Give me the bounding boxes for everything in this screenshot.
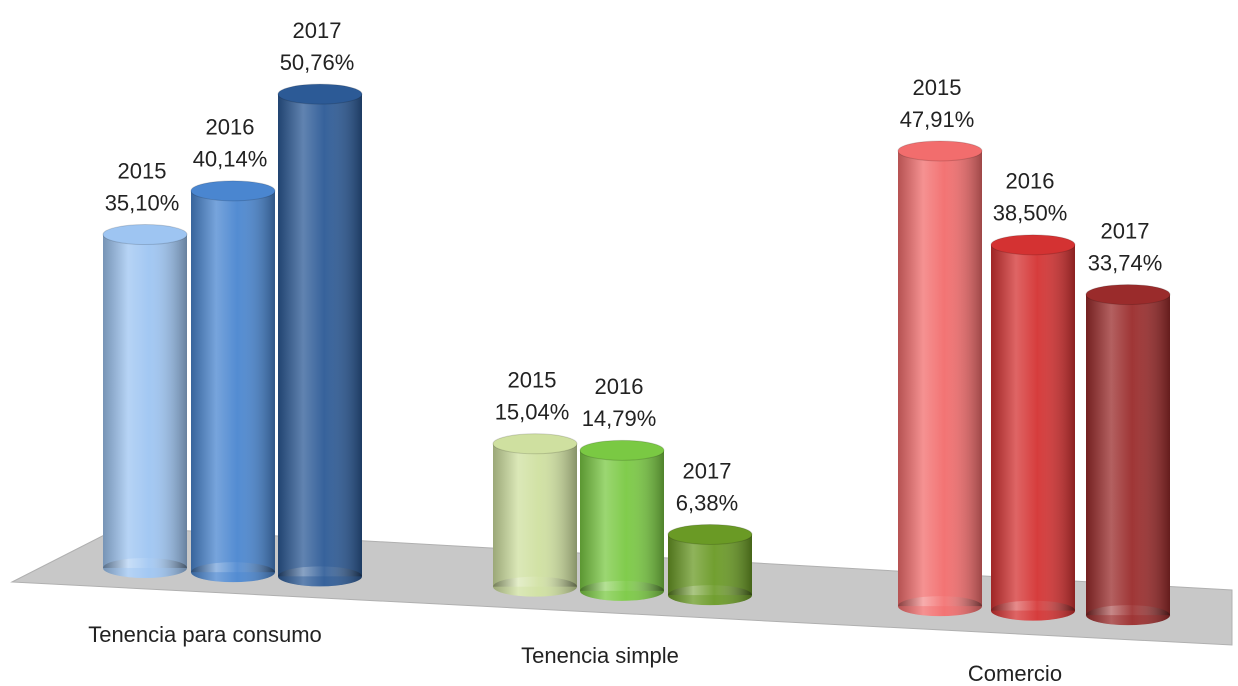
cylinder-bottom-shade: [493, 576, 577, 597]
cylinder-bottom-shade: [991, 600, 1075, 621]
cylinder-shade: [1086, 294, 1170, 616]
cylinder: [897, 140, 983, 617]
cylinder-bottom-shade: [898, 596, 982, 617]
cylinder-bottom-shade: [191, 562, 275, 583]
cylinder-top: [579, 439, 665, 461]
cylinder-shade: [580, 450, 664, 591]
cylinder-shade: [103, 234, 187, 568]
x-tick-label: Tenencia para consumo: [88, 622, 322, 647]
cylinder-shade: [278, 94, 362, 577]
cylinder-shade: [191, 190, 275, 573]
value-label: 14,79%: [582, 406, 657, 431]
cylinder-shade: [991, 244, 1075, 611]
cylinder-bottom-shade: [580, 580, 664, 601]
cylinder-top: [102, 224, 188, 246]
cylinder: [190, 180, 276, 583]
series-label: 2015: [913, 75, 962, 100]
value-label: 47,91%: [900, 107, 975, 132]
series-label: 2017: [293, 18, 342, 43]
cylinder-bottom-shade: [1086, 605, 1170, 626]
cylinder-top: [667, 523, 753, 545]
series-label: 2016: [595, 374, 644, 399]
cylinder-top: [492, 433, 578, 455]
cylinder-bottom-shade: [668, 585, 752, 606]
value-label: 6,38%: [676, 490, 738, 515]
series-label: 2015: [118, 158, 167, 183]
value-label: 38,50%: [993, 201, 1068, 226]
series-label: 2016: [1006, 169, 1055, 194]
x-tick-label: Tenencia simple: [521, 643, 679, 668]
cylinder-shade: [668, 534, 752, 596]
cylinder-top: [1085, 284, 1171, 306]
cylinder: [277, 83, 363, 587]
series-label: 2017: [1101, 218, 1150, 243]
series-label: 2017: [683, 458, 732, 483]
value-label: 40,14%: [193, 147, 268, 172]
cylinder: [579, 439, 665, 601]
cylinder-top: [277, 83, 363, 105]
cylinder: [990, 234, 1076, 621]
value-label: 33,74%: [1088, 250, 1163, 275]
value-label: 35,10%: [105, 190, 180, 215]
value-label: 50,76%: [280, 50, 355, 75]
cylinder-bottom-shade: [278, 566, 362, 587]
cylinder-top: [190, 180, 276, 202]
cylinder: [667, 523, 753, 606]
cylinder-bottom-shade: [103, 557, 187, 578]
cylinder-shade: [898, 150, 982, 607]
value-label: 15,04%: [495, 400, 570, 425]
cylinder-top: [897, 140, 983, 162]
cylinder: [492, 433, 578, 597]
x-tick-label: Comercio: [968, 661, 1062, 686]
cylinder-top: [990, 234, 1076, 256]
cylinder-shade: [493, 443, 577, 587]
cylinder: [102, 224, 188, 578]
cylinder: [1085, 284, 1171, 626]
series-label: 2016: [206, 115, 255, 140]
series-label: 2015: [508, 368, 557, 393]
